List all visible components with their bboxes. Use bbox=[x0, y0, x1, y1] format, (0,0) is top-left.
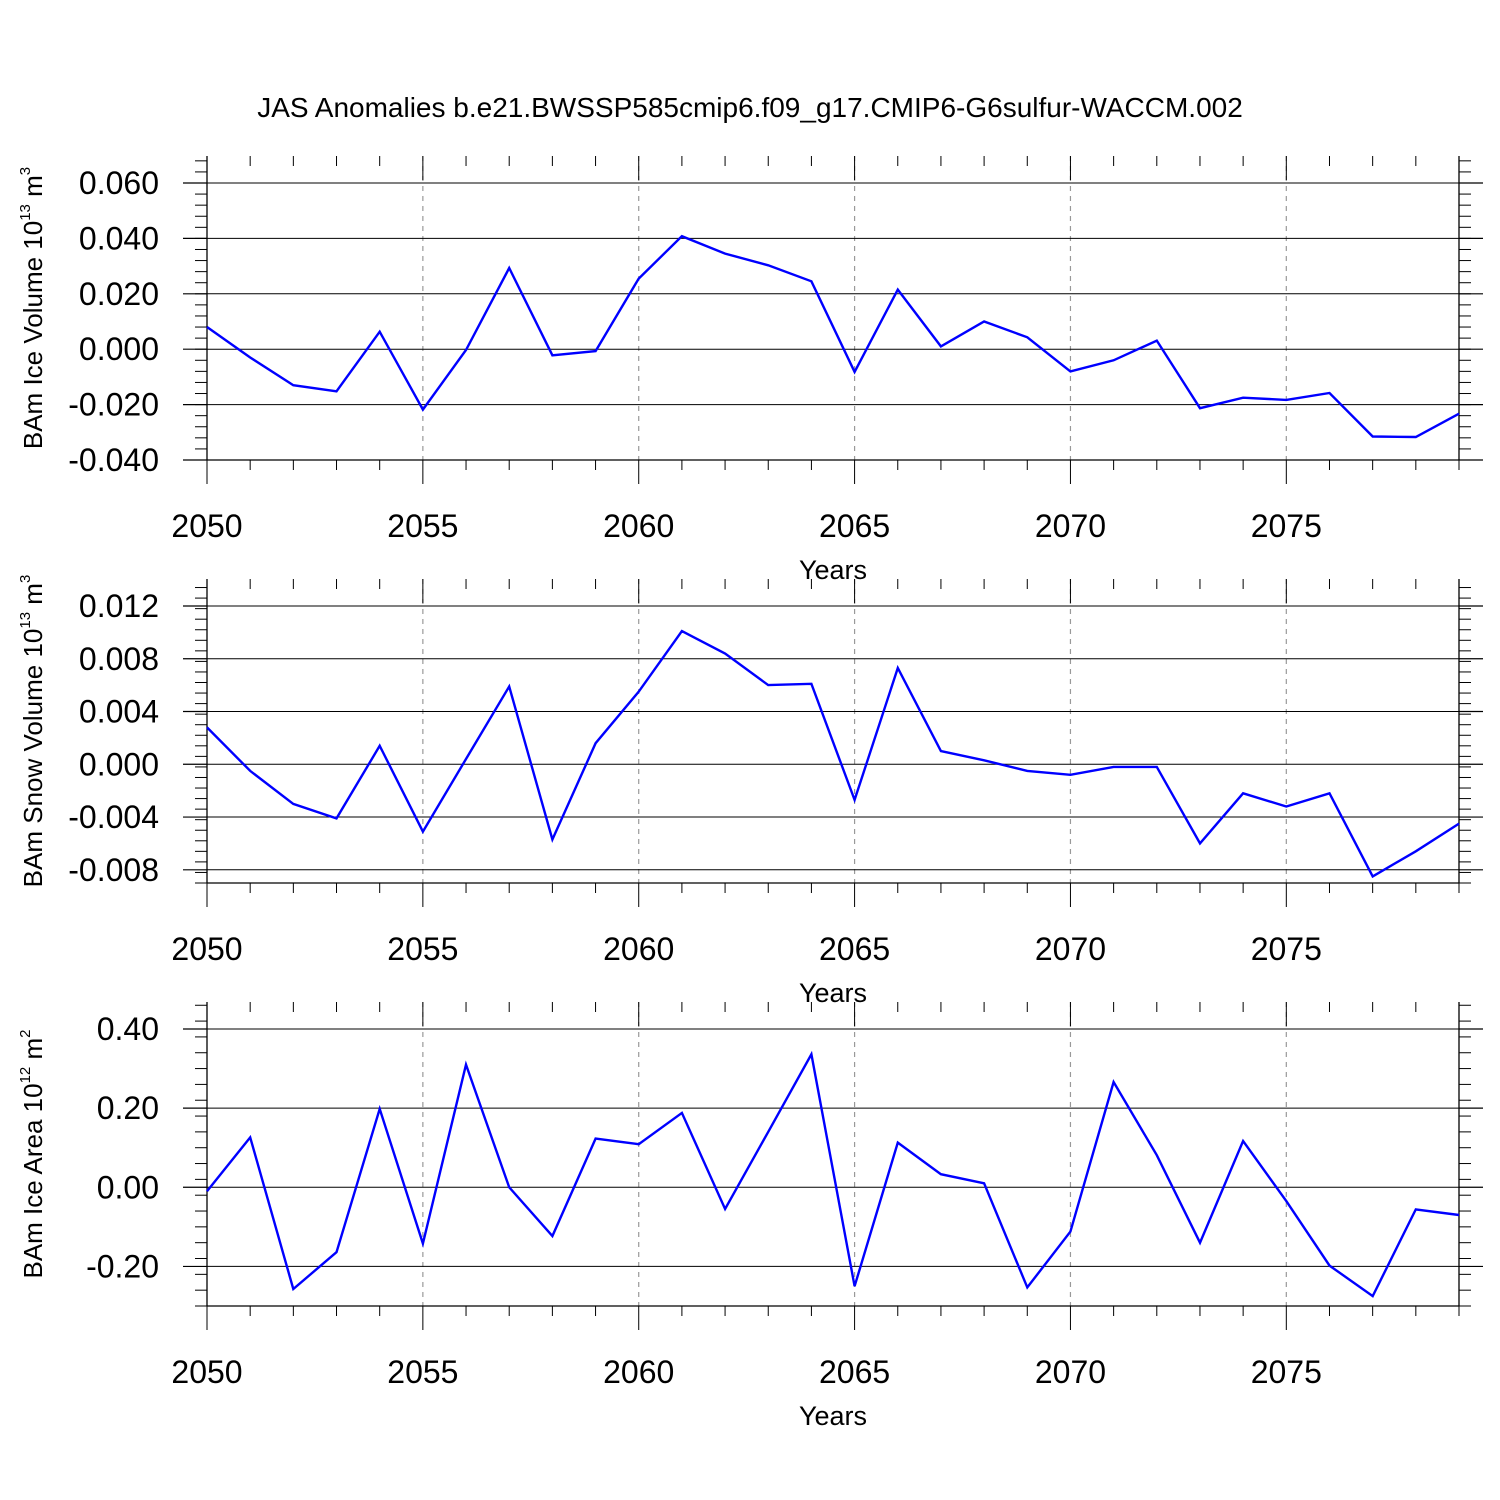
y-tick-label: -0.020 bbox=[68, 387, 159, 423]
x-axis-label: Years bbox=[799, 978, 867, 1008]
x-tick-label: 2055 bbox=[387, 508, 458, 544]
y-tick-label: -0.004 bbox=[68, 799, 159, 835]
series-line bbox=[206, 1050, 1460, 1298]
x-tick-label: 2050 bbox=[171, 508, 242, 544]
x-tick-label: 2065 bbox=[819, 508, 890, 544]
panel-1: 0.060 0.040 0.020 0.000 -0.020 -0.040 2050 2055… bbox=[17, 156, 1483, 585]
x-axis-label: Years bbox=[799, 1401, 867, 1431]
y-tick-label: 0.000 bbox=[79, 331, 159, 367]
x-tick-label: 2075 bbox=[1251, 508, 1322, 544]
x-axis-label: Years bbox=[799, 555, 867, 585]
panel-3: 0.40 0.20 0.00 -0.20 2050 2055 2060 2065 2070 207… bbox=[17, 1002, 1483, 1431]
y-tick-label: 0.000 bbox=[79, 746, 159, 782]
y-tick-label: 0.012 bbox=[79, 588, 159, 624]
y-tick-label: -0.20 bbox=[86, 1248, 159, 1284]
y-axis-label: BAm Ice Volume 1013 m3 bbox=[17, 167, 48, 449]
y-tick-label: 0.040 bbox=[79, 220, 159, 256]
y-tick-label: 0.020 bbox=[79, 276, 159, 312]
y-tick-label: 0.20 bbox=[97, 1090, 159, 1126]
y-tick-label: -0.008 bbox=[68, 852, 159, 888]
y-tick-label: 0.004 bbox=[79, 694, 159, 730]
x-tick-label: 2060 bbox=[603, 931, 674, 967]
x-tick-label: 2050 bbox=[171, 1354, 242, 1390]
y-tick-label: 0.00 bbox=[97, 1169, 159, 1205]
x-tick-label: 2065 bbox=[819, 931, 890, 967]
x-tick-label: 2060 bbox=[603, 508, 674, 544]
y-axis-label: BAm Ice Area 1012 m2 bbox=[17, 1029, 48, 1278]
y-tick-label: -0.040 bbox=[68, 442, 159, 478]
x-tick-label: 2070 bbox=[1035, 508, 1106, 544]
series-line bbox=[206, 629, 1460, 879]
x-tick-label: 2065 bbox=[819, 1354, 890, 1390]
panel-2: 0.012 0.008 0.004 0.000 -0.004 -0.008 2050 2055… bbox=[17, 575, 1483, 1008]
x-tick-label: 2055 bbox=[387, 931, 458, 967]
y-tick-label: 0.060 bbox=[79, 165, 159, 201]
chart-title: JAS Anomalies b.e21.BWSSP585cmip6.f09_g1… bbox=[257, 92, 1243, 123]
x-tick-label: 2070 bbox=[1035, 931, 1106, 967]
x-tick-label: 2060 bbox=[603, 1354, 674, 1390]
x-tick-label: 2075 bbox=[1251, 1354, 1322, 1390]
x-tick-label: 2050 bbox=[171, 931, 242, 967]
y-tick-label: 0.008 bbox=[79, 641, 159, 677]
x-tick-label: 2055 bbox=[387, 1354, 458, 1390]
y-axis-label: BAm Snow Volume 1013 m3 bbox=[17, 575, 48, 888]
x-tick-label: 2075 bbox=[1251, 931, 1322, 967]
x-tick-label: 2070 bbox=[1035, 1354, 1106, 1390]
y-tick-label: 0.40 bbox=[97, 1011, 159, 1047]
series-line bbox=[206, 234, 1460, 439]
